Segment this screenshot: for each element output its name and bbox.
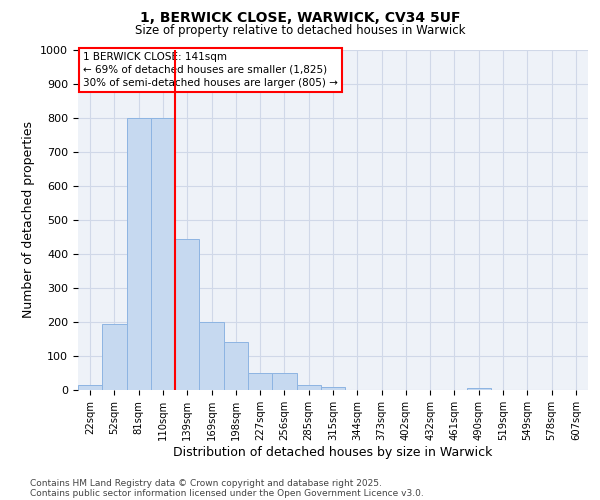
Bar — [78, 385, 102, 390]
Bar — [175, 238, 199, 390]
Text: Contains public sector information licensed under the Open Government Licence v3: Contains public sector information licen… — [30, 488, 424, 498]
Bar — [321, 386, 345, 390]
Text: 1, BERWICK CLOSE, WARWICK, CV34 5UF: 1, BERWICK CLOSE, WARWICK, CV34 5UF — [140, 11, 460, 25]
Bar — [248, 373, 272, 390]
Text: Contains HM Land Registry data © Crown copyright and database right 2025.: Contains HM Land Registry data © Crown c… — [30, 478, 382, 488]
Bar — [127, 118, 151, 390]
Bar — [272, 373, 296, 390]
Bar — [102, 324, 127, 390]
Text: Size of property relative to detached houses in Warwick: Size of property relative to detached ho… — [135, 24, 465, 37]
Bar — [296, 385, 321, 390]
Text: 1 BERWICK CLOSE: 141sqm
← 69% of detached houses are smaller (1,825)
30% of semi: 1 BERWICK CLOSE: 141sqm ← 69% of detache… — [83, 52, 338, 88]
Y-axis label: Number of detached properties: Number of detached properties — [22, 122, 35, 318]
X-axis label: Distribution of detached houses by size in Warwick: Distribution of detached houses by size … — [173, 446, 493, 458]
Bar — [151, 118, 175, 390]
Bar — [467, 388, 491, 390]
Bar — [224, 342, 248, 390]
Bar — [199, 322, 224, 390]
